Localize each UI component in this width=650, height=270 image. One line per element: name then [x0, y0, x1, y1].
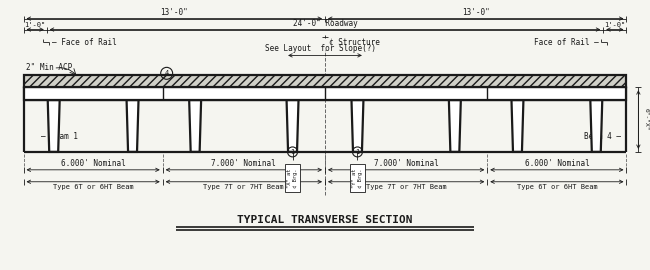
Text: 7.000' Nominal: 7.000' Nominal [374, 159, 439, 168]
Text: 13'-0": 13'-0" [161, 8, 188, 17]
Polygon shape [23, 87, 627, 100]
Bar [23, 75, 627, 87]
Polygon shape [512, 100, 523, 152]
Text: See Layout  for Slope(?): See Layout for Slope(?) [265, 45, 376, 53]
Polygon shape [590, 100, 603, 152]
Text: 1'-0": 1'-0" [604, 22, 625, 28]
Text: 13'-0": 13'-0" [462, 8, 489, 17]
Text: Type 6T or 6HT Beam: Type 6T or 6HT Beam [53, 184, 133, 190]
Polygon shape [189, 100, 201, 152]
Text: 24'-0" Roadway: 24'-0" Roadway [292, 19, 358, 28]
Text: 6"-"X": 6"-"X" [644, 108, 648, 131]
Text: TYPICAL TRANSVERSE SECTION: TYPICAL TRANSVERSE SECTION [237, 215, 413, 225]
Text: 2" Min ACP
Overlay: 2" Min ACP Overlay [25, 63, 72, 83]
Polygon shape [127, 100, 138, 152]
Text: Type 7T or 7HT Beam: Type 7T or 7HT Beam [203, 184, 284, 190]
Text: "Y" at
¢ Brg.: "Y" at ¢ Brg. [352, 168, 363, 188]
Text: — Beam 1: — Beam 1 [42, 133, 79, 141]
Text: — Face of Rail: — Face of Rail [52, 38, 116, 47]
Text: 6.000' Nominal: 6.000' Nominal [525, 159, 590, 168]
Text: "X" at
¢ Brg.: "X" at ¢ Brg. [287, 168, 298, 188]
Text: Type 7T or 7HT Beam: Type 7T or 7HT Beam [366, 184, 447, 190]
Text: 1: 1 [356, 149, 359, 155]
Polygon shape [352, 100, 363, 152]
Bar [350, 164, 365, 192]
Text: Type 6T or 6HT Beam: Type 6T or 6HT Beam [517, 184, 597, 190]
Text: 1'-0": 1'-0" [25, 22, 46, 28]
Polygon shape [287, 100, 298, 152]
Polygon shape [23, 75, 627, 87]
Text: 1: 1 [291, 149, 294, 155]
Text: 6.000' Nominal: 6.000' Nominal [60, 159, 125, 168]
Text: Beam 4 —: Beam 4 — [584, 133, 621, 141]
Polygon shape [47, 100, 60, 152]
Text: Face of Rail —: Face of Rail — [534, 38, 598, 47]
Text: 4: 4 [164, 70, 169, 76]
Bar [285, 164, 300, 192]
Polygon shape [449, 100, 461, 152]
Text: 7.000' Nominal: 7.000' Nominal [211, 159, 276, 168]
Text: ¢ Structure: ¢ Structure [329, 38, 380, 47]
